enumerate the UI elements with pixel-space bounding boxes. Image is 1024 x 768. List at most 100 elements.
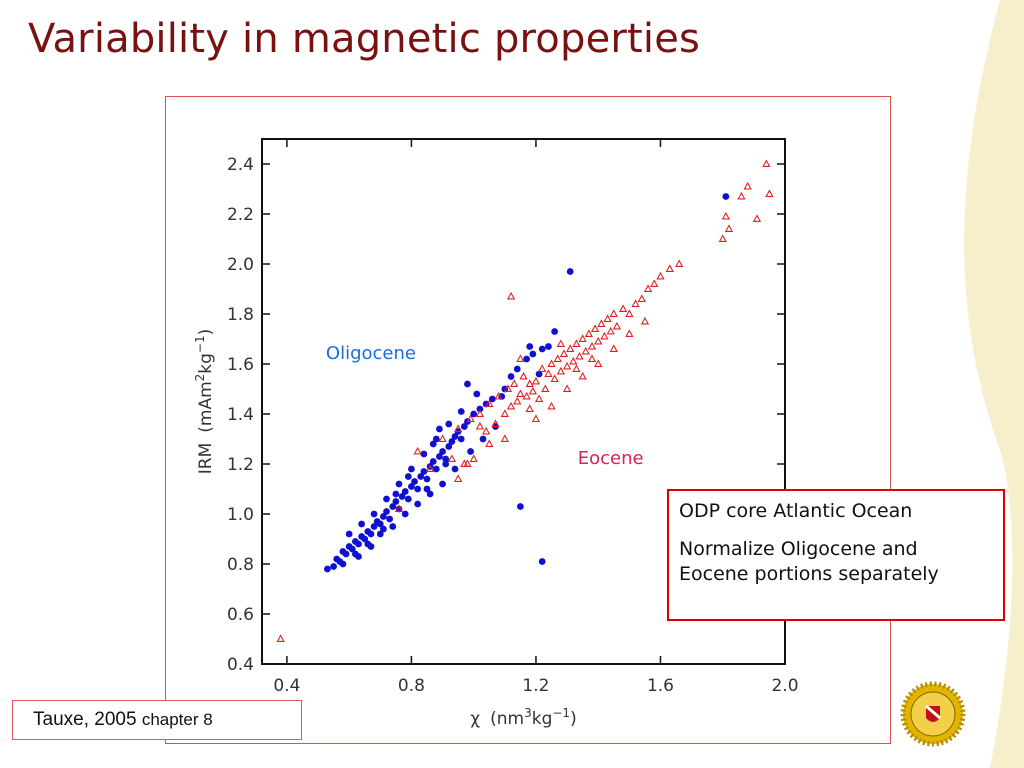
- oligocene-point: [395, 480, 403, 488]
- oligocene-point: [476, 405, 484, 413]
- eocene-point: [482, 426, 491, 435]
- eocene-point: [447, 454, 457, 462]
- eocene-point: [609, 309, 618, 317]
- oligocene-point: [445, 443, 453, 450]
- oligocene-point: [460, 423, 468, 430]
- eocene-point: [475, 421, 485, 430]
- oligocene-point: [538, 558, 546, 565]
- y-tick-label: 2.4: [227, 155, 254, 175]
- eocene-point: [584, 329, 593, 337]
- eocene-point: [743, 181, 752, 190]
- oligocene-point: [367, 530, 375, 538]
- y-axis-label-part: IRM: [196, 443, 216, 475]
- oligocene-point: [545, 343, 552, 350]
- oligocene-point: [389, 503, 397, 510]
- y-tick-label: 0.4: [227, 655, 254, 675]
- eocene-point: [578, 334, 587, 342]
- eocene-point: [525, 379, 534, 387]
- eocene-point: [594, 359, 603, 367]
- eocene-point: [541, 384, 550, 392]
- y-tick-label: 0.8: [227, 555, 254, 575]
- oligocene-point: [376, 530, 384, 538]
- x-axis-label: χ (nm3kg−1): [470, 706, 576, 729]
- eocene-point: [466, 414, 475, 422]
- oligocene-point: [436, 425, 443, 433]
- x-tick-label: 0.4: [273, 676, 300, 696]
- x-axis-label-part: ): [570, 709, 577, 729]
- eocene-point: [503, 384, 513, 392]
- y-axis-label-part: (mAm: [196, 381, 216, 432]
- eocene-point: [506, 401, 516, 410]
- eocene-point: [594, 336, 603, 345]
- y-tick-label: 1.0: [227, 505, 254, 525]
- eocene-point: [413, 446, 422, 455]
- oligocene-point: [448, 438, 456, 445]
- oligocene-point: [526, 343, 534, 350]
- oligocene-point: [401, 488, 409, 495]
- eocene-point: [394, 504, 404, 512]
- eocene-point: [538, 364, 547, 372]
- oligocene-point: [566, 268, 574, 275]
- oligocene-point: [355, 553, 362, 560]
- eocene-point: [650, 279, 659, 287]
- eocene-point: [765, 189, 774, 197]
- eocene-point: [643, 284, 653, 292]
- oligocene-point: [432, 465, 440, 473]
- x-axis-label-part: (nm: [490, 709, 524, 729]
- eocene-point: [506, 291, 516, 300]
- y-tick-label: 1.2: [227, 455, 254, 475]
- x-tick-label: 0.8: [398, 676, 425, 696]
- eocene-point: [587, 354, 597, 362]
- oligocene-point: [342, 550, 350, 558]
- oligocene-point: [389, 523, 397, 530]
- figure-frame: 0.4 0.8 1.2 1.6 2.0 0.4 0.6 0.8 1.0 1.2 1.4 1.6 1.8 2…: [165, 96, 891, 744]
- oligocene-point: [451, 433, 459, 440]
- eocene-point: [724, 224, 734, 232]
- oligocene-point: [457, 435, 465, 443]
- eocene-point: [485, 399, 494, 407]
- y-axis-label-part: −1: [193, 335, 207, 353]
- eocene-point: [553, 354, 562, 362]
- eocene-point: [566, 344, 575, 352]
- oligocene-point: [429, 458, 437, 465]
- eocene-point: [500, 409, 509, 417]
- y-tick-label: 1.4: [227, 405, 254, 425]
- y-tick-label: 1.8: [227, 305, 254, 325]
- oligocene-point: [414, 500, 422, 508]
- oligocene-point: [426, 490, 434, 498]
- eocene-point: [485, 439, 494, 447]
- oligocene-point: [467, 448, 474, 455]
- oligocene-point: [420, 468, 428, 475]
- oligocene-point: [408, 465, 415, 473]
- scatter-chart: 0.4 0.8 1.2 1.6 2.0 0.4 0.6 0.8 1.0 1.2 1.4 1.6 1.8 2…: [193, 138, 799, 729]
- eocene-point: [547, 401, 556, 410]
- oligocene-point: [392, 490, 400, 498]
- eocene-point: [578, 371, 587, 380]
- eocene-point: [656, 271, 665, 280]
- oligocene-point: [370, 523, 378, 530]
- eocene-point: [528, 386, 537, 395]
- eocene-point: [454, 424, 463, 432]
- oligocene-point: [383, 495, 390, 503]
- citation-detail: chapter 8: [141, 710, 213, 729]
- eocene-point: [762, 159, 771, 167]
- oligocene-point: [722, 193, 730, 200]
- eocene-point: [276, 634, 285, 642]
- eocene-point: [625, 329, 634, 337]
- oligocene-point: [535, 370, 543, 378]
- y-tick-label: 0.6: [227, 605, 254, 625]
- note-box: ODP core Atlantic Ocean Normalize Oligoc…: [667, 489, 1005, 621]
- eocene-point: [556, 339, 565, 347]
- oligocene-point: [538, 345, 546, 353]
- oligocene-point: [442, 455, 450, 463]
- y-axis-label-part: 2: [193, 374, 207, 382]
- oligocene-point: [439, 448, 446, 455]
- note-line-2: Normalize Oligocene and Eocene portions …: [679, 537, 939, 586]
- eocene-point: [665, 264, 674, 272]
- oligocene-point: [464, 380, 471, 388]
- oligocene-point: [445, 420, 453, 428]
- eocene-point: [609, 344, 618, 352]
- oligocene-point: [395, 505, 403, 513]
- oligocene-point: [479, 435, 487, 443]
- x-axis-label-part: 3: [524, 706, 532, 720]
